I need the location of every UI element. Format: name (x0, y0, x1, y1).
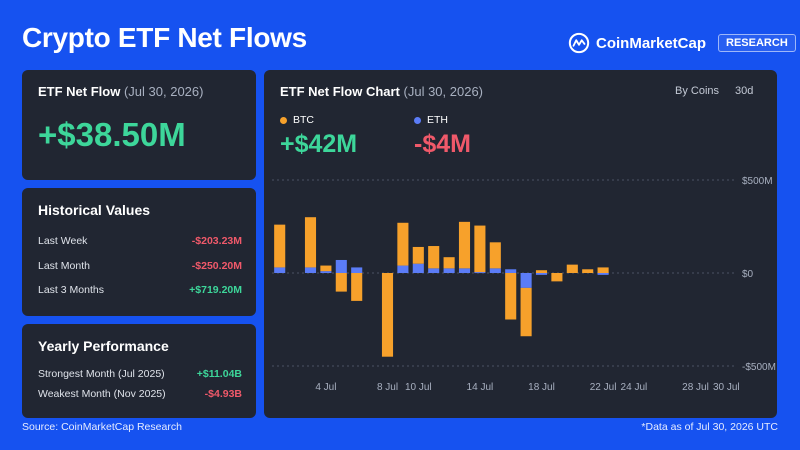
eth-bar (520, 273, 532, 288)
x-tick-label: 10 Jul (405, 382, 432, 393)
range-30d-toggle[interactable]: 30d (735, 85, 754, 97)
eth-bar (320, 271, 332, 273)
yearly-title: Yearly Performance (38, 338, 169, 354)
chart-title-label: ETF Net Flow Chart (280, 84, 400, 99)
yearly-row: Strongest Month (Jul 2025) +$11.04B (38, 368, 242, 380)
btc-bar (597, 267, 609, 273)
yearly-row-label: Weakest Month (Nov 2025) (38, 388, 166, 400)
brand: CoinMarketCap RESEARCH (568, 32, 796, 54)
historical-values-card: Historical Values Last Week -$203.23M La… (22, 188, 256, 316)
by-coins-toggle[interactable]: By Coins (675, 85, 720, 97)
btc-bar (474, 225, 486, 273)
eth-bar (351, 267, 363, 273)
btc-bar (520, 287, 532, 337)
data-date-note: *Data as of Jul 30, 2026 UTC (641, 421, 778, 433)
eth-bar (489, 268, 501, 273)
yearly-row: Weakest Month (Nov 2025) -$4.93B (38, 388, 242, 400)
net-flow-date: (Jul 30, 2026) (123, 84, 204, 99)
x-tick-label: 22 Jul (590, 382, 617, 393)
yearly-row-label: Strongest Month (Jul 2025) (38, 368, 165, 380)
net-flow-label: ETF Net Flow (Jul 30, 2026) (38, 84, 203, 99)
eth-bar (443, 268, 455, 273)
brand-name: CoinMarketCap (596, 34, 707, 52)
historical-row-label: Last 3 Months (38, 284, 104, 296)
yearly-row-value: +$11.04B (196, 368, 242, 380)
net-flow-card: ETF Net Flow (Jul 30, 2026) +$38.50M (22, 70, 256, 180)
y-tick-label: -$500M (742, 362, 776, 373)
btc-bar (566, 264, 578, 273)
historical-row-value: +$719.20M (189, 284, 242, 296)
legend-eth-label: ETH (427, 114, 448, 126)
eth-bar (458, 268, 471, 273)
flow-bar-chart: $500M $0 -$500M 4 Jul 8 Jul 10 Jul 14 Jul 18 Ju… (272, 176, 776, 393)
eth-bar (304, 267, 317, 273)
research-badge: RESEARCH (718, 34, 796, 52)
x-tick-label: 14 Jul (467, 382, 494, 393)
historical-row: Last 3 Months +$719.20M (38, 284, 242, 296)
btc-bar (320, 265, 332, 272)
eth-flow-value: -$4M (414, 130, 471, 158)
x-tick-label: 24 Jul (621, 382, 648, 393)
eth-bar (474, 272, 486, 274)
btc-bar (458, 221, 471, 269)
coinmarketcap-logo-icon (568, 32, 590, 54)
x-tick-label: 18 Jul (528, 382, 555, 393)
eth-bar (335, 259, 347, 273)
btc-bar (428, 246, 440, 269)
eth-bar (397, 265, 409, 273)
btc-bar (551, 273, 563, 282)
eth-bar (505, 269, 517, 273)
btc-bar (489, 242, 501, 269)
eth-bar (412, 263, 424, 273)
x-tick-label: 30 Jul (713, 382, 740, 393)
btc-bar (412, 246, 424, 264)
eth-bar (428, 268, 440, 273)
historical-row-label: Last Week (38, 235, 88, 247)
historical-row: Last Week -$203.23M (38, 235, 242, 247)
historical-row-label: Last Month (38, 260, 90, 272)
btc-bar (443, 257, 455, 269)
legend-btc: BTC (280, 114, 314, 126)
btc-bar (351, 273, 363, 301)
legend-eth: ETH (414, 114, 448, 126)
chart-title-date: (Jul 30, 2026) (403, 84, 484, 99)
btc-bar (335, 273, 347, 292)
historical-title: Historical Values (38, 202, 151, 218)
btc-bar (582, 269, 594, 273)
yearly-performance-card: Yearly Performance Strongest Month (Jul … (22, 324, 256, 418)
chart-title: ETF Net Flow Chart (Jul 30, 2026) (280, 84, 483, 99)
btc-flow-value: +$42M (280, 130, 358, 158)
net-flow-value: +$38.50M (38, 116, 186, 153)
btc-bar (505, 273, 517, 320)
eth-bar (597, 273, 609, 275)
yearly-row-value: -$4.93B (204, 388, 242, 400)
y-tick-label: $500M (742, 176, 773, 187)
btc-bar (535, 270, 548, 273)
legend-btc-label: BTC (293, 114, 314, 126)
historical-row: Last Month -$250.20M (38, 260, 242, 272)
eth-bar (274, 267, 286, 273)
btc-bar (274, 224, 286, 268)
btc-dot-icon (280, 116, 287, 124)
btc-bar (397, 222, 409, 266)
page-title: Crypto ETF Net Flows (22, 22, 307, 53)
historical-row-value: -$250.20M (191, 260, 242, 272)
x-tick-label: 4 Jul (315, 382, 336, 393)
eth-dot-icon (414, 116, 421, 124)
net-flow-chart-card: ETF Net Flow Chart (Jul 30, 2026) By Coi… (264, 70, 777, 418)
x-tick-label: 8 Jul (377, 382, 398, 393)
btc-bar (381, 273, 394, 357)
y-tick-label: $0 (742, 269, 754, 280)
x-tick-label: 28 Jul (682, 382, 709, 393)
eth-bar (535, 273, 548, 275)
source-note: Source: CoinMarketCap Research (22, 421, 182, 433)
historical-row-value: -$203.23M (191, 235, 242, 247)
net-flow-title: ETF Net Flow (38, 84, 121, 99)
btc-bar (304, 217, 317, 268)
